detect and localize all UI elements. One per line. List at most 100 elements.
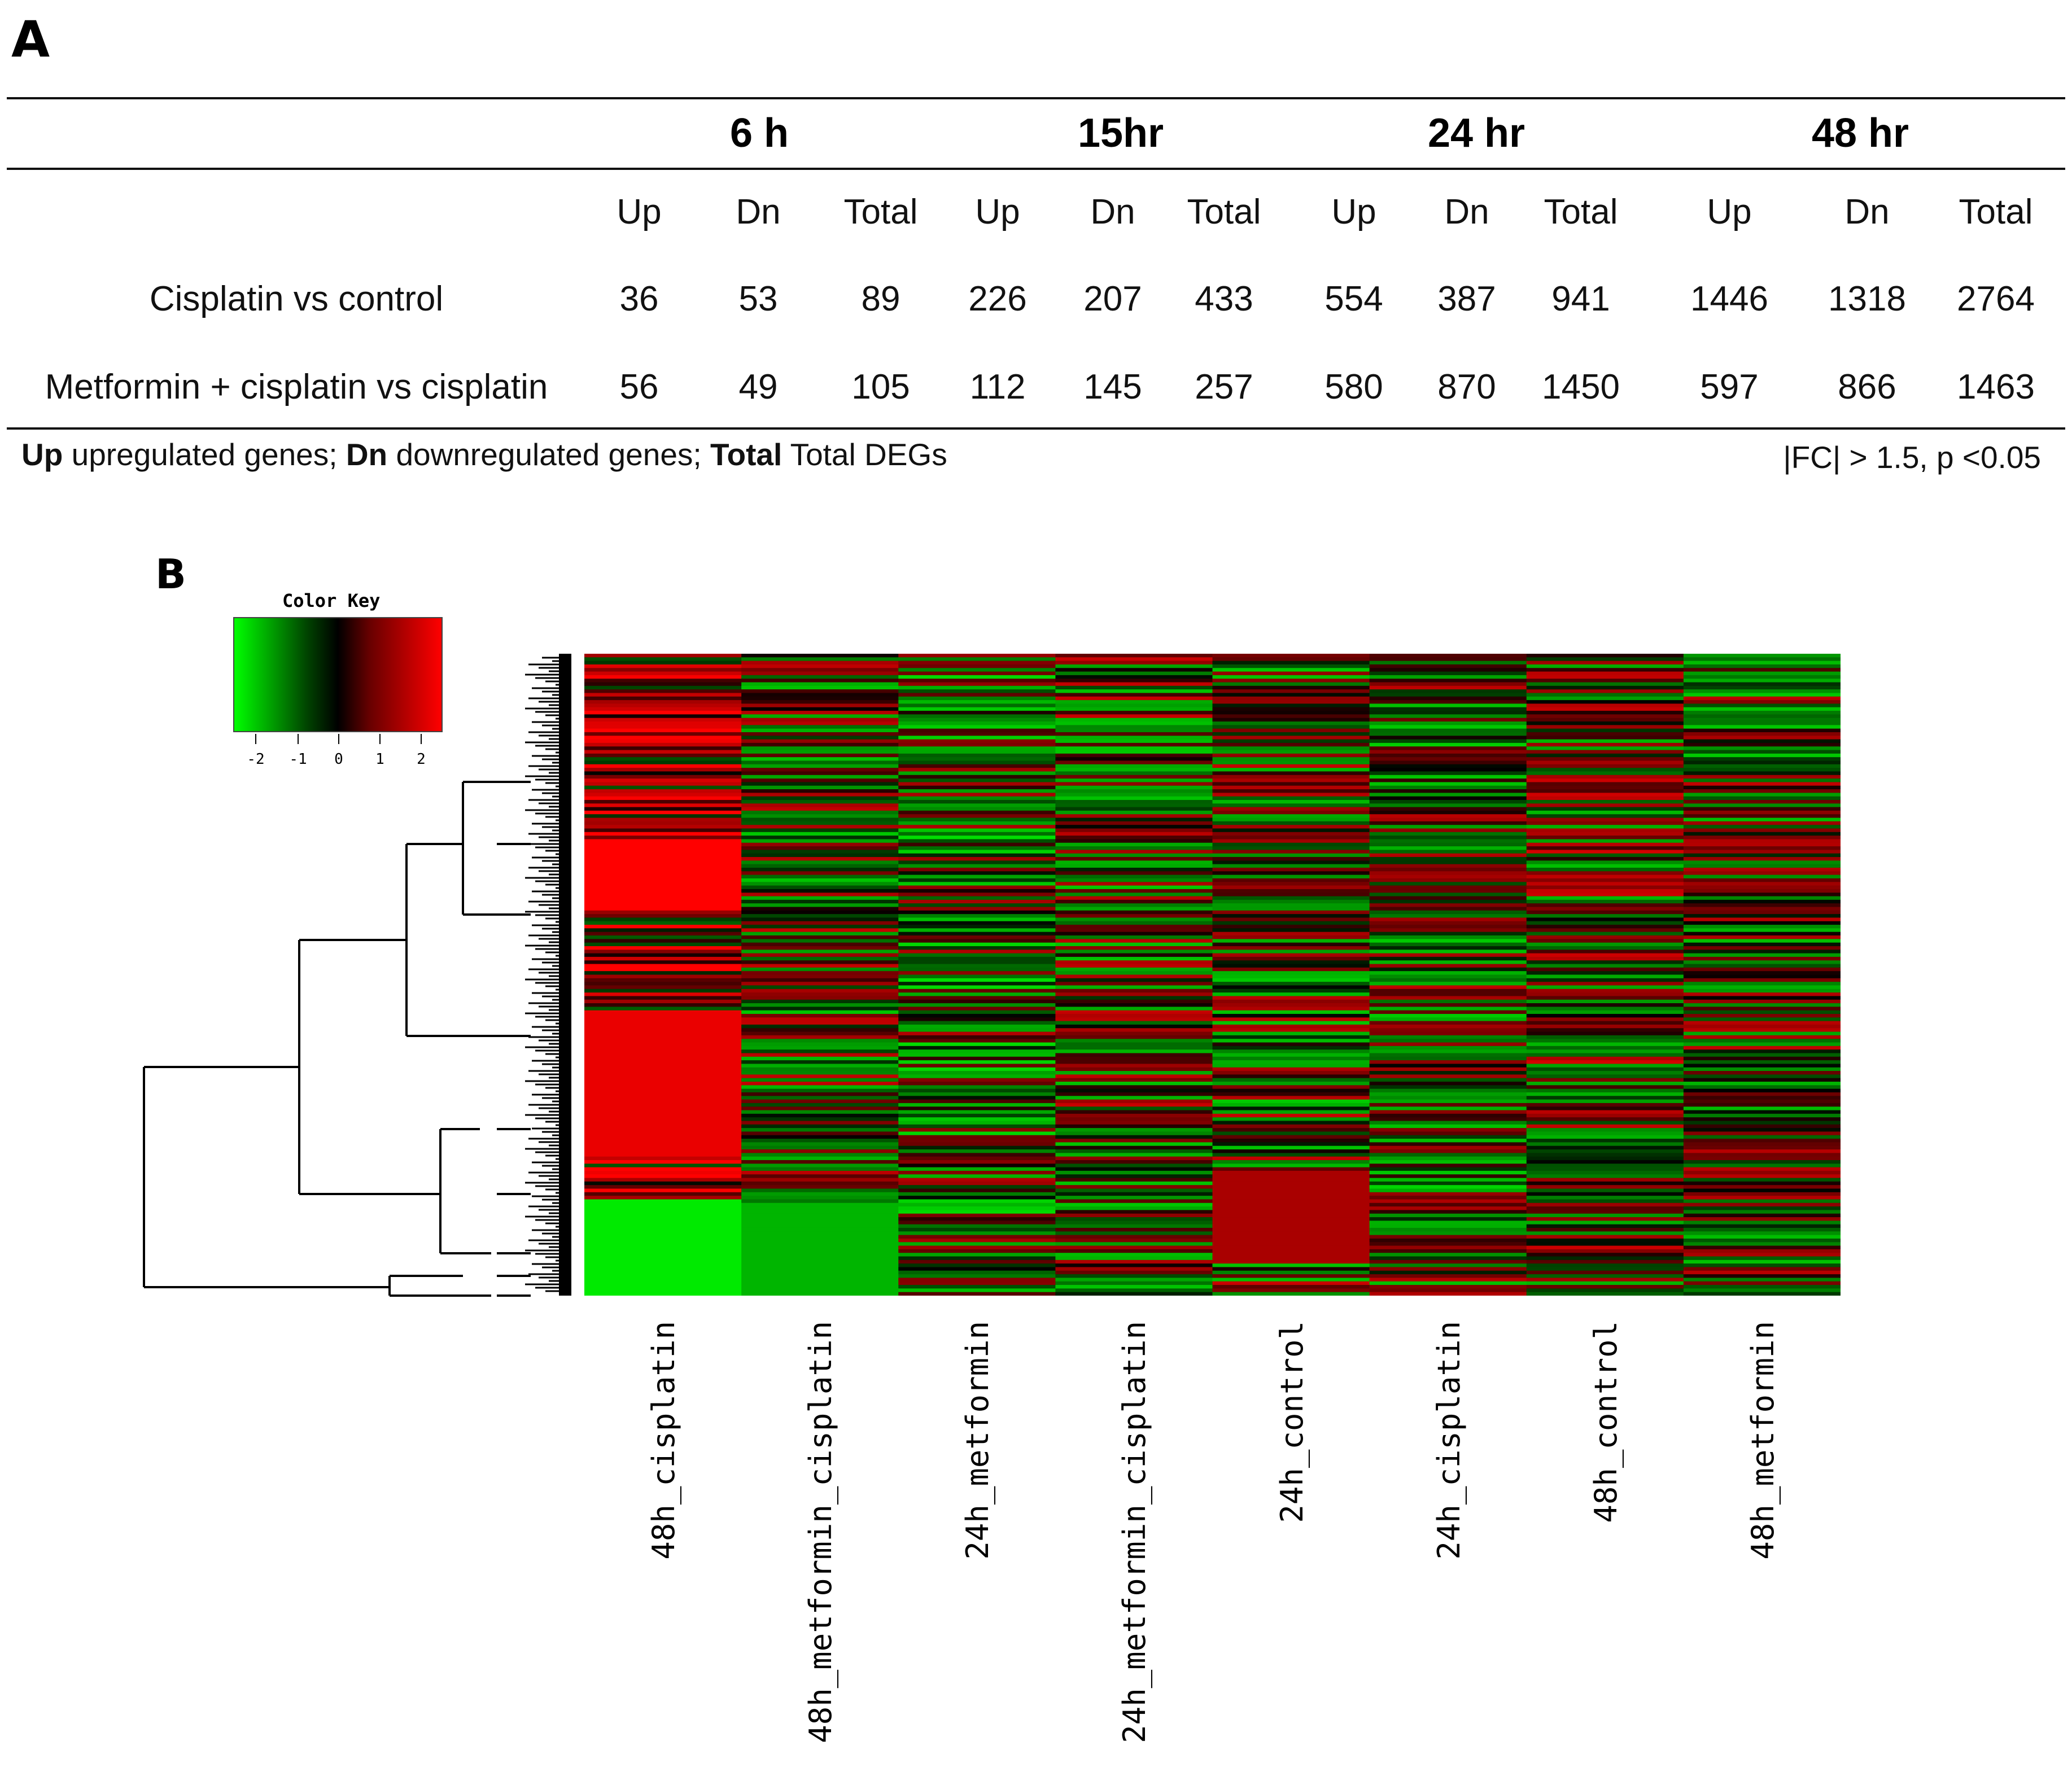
heatmap-cell bbox=[1055, 1135, 1213, 1139]
heatmap-cell bbox=[1526, 1017, 1684, 1022]
heatmap-cell bbox=[1212, 810, 1370, 815]
heatmap-cell bbox=[1212, 989, 1370, 993]
heatmap-cell bbox=[1369, 1281, 1527, 1285]
heatmap-cell bbox=[1683, 1113, 1841, 1118]
heatmap-cell bbox=[1683, 671, 1841, 676]
heatmap-cell bbox=[1683, 1092, 1841, 1096]
heatmap-cell bbox=[584, 992, 742, 996]
heatmap-cell bbox=[584, 1053, 742, 1057]
heatmap-cell bbox=[1526, 1060, 1684, 1064]
heatmap-cell bbox=[1369, 1088, 1527, 1093]
heatmap-cell bbox=[584, 956, 742, 961]
heatmap-cell bbox=[584, 1056, 742, 1061]
heatmap-cell bbox=[1369, 1117, 1527, 1121]
heatmap-cell bbox=[1212, 925, 1370, 929]
subheader-total: Total bbox=[1959, 193, 2033, 231]
heatmap-cell bbox=[1526, 1046, 1684, 1050]
heatmap-cell bbox=[898, 885, 1056, 890]
heatmap-cell bbox=[1369, 736, 1527, 740]
heatmap-cell bbox=[1683, 921, 1841, 925]
heatmap-cell bbox=[584, 1245, 742, 1250]
heatmap-cell bbox=[1212, 1042, 1370, 1047]
color-key-tick-label: -2 bbox=[247, 751, 265, 768]
heatmap-cell bbox=[898, 1046, 1056, 1050]
heatmap-cell bbox=[1212, 1249, 1370, 1253]
heatmap-cell bbox=[1683, 860, 1841, 865]
heatmap-cell bbox=[1683, 1046, 1841, 1050]
dendrogram-branch bbox=[298, 939, 440, 1195]
heatmap-cell bbox=[584, 996, 742, 1000]
heatmap-cell bbox=[1526, 1078, 1684, 1082]
heatmap-cell bbox=[1055, 1110, 1213, 1114]
heatmap-cell bbox=[1055, 857, 1213, 861]
heatmap-cell bbox=[1212, 953, 1370, 957]
heatmap-cell bbox=[898, 836, 1056, 839]
heatmap-cell bbox=[898, 1267, 1056, 1271]
heatmap-cell bbox=[741, 850, 899, 854]
heatmap-cell bbox=[1055, 925, 1213, 929]
heatmap-cell bbox=[741, 1178, 899, 1182]
heatmap-cell bbox=[1526, 750, 1684, 754]
heatmap-cell bbox=[1369, 1242, 1527, 1247]
table-cell: 580 bbox=[1324, 368, 1383, 406]
heatmap-cell bbox=[741, 860, 899, 865]
heatmap-cell bbox=[741, 999, 899, 1004]
heatmap-cell bbox=[1683, 793, 1841, 797]
heatmap-cell bbox=[1369, 1042, 1527, 1047]
heatmap-cell bbox=[741, 750, 899, 754]
heatmap-cell bbox=[741, 1224, 899, 1228]
heatmap-cell bbox=[1055, 828, 1213, 833]
heatmap-cell bbox=[741, 1164, 899, 1168]
heatmap-cell bbox=[1055, 989, 1213, 993]
heatmap-cell bbox=[1212, 946, 1370, 950]
heatmap-cell bbox=[898, 889, 1056, 893]
heatmap-cell bbox=[741, 814, 899, 819]
heatmap-cell bbox=[898, 946, 1056, 950]
heatmap-cell bbox=[1683, 807, 1841, 811]
heatmap-cell bbox=[584, 671, 742, 676]
heatmap-cell bbox=[1055, 1099, 1213, 1104]
heatmap-cell bbox=[1055, 1113, 1213, 1118]
heatmap-cell bbox=[1526, 828, 1684, 833]
heatmap-cell bbox=[1683, 896, 1841, 900]
heatmap-cell bbox=[1369, 1096, 1527, 1100]
heatmap-cell bbox=[741, 1242, 899, 1247]
heatmap-cell bbox=[1369, 779, 1527, 782]
heatmap-cell bbox=[741, 1238, 899, 1243]
heatmap-cell bbox=[584, 960, 742, 965]
table-cell: 1450 bbox=[1542, 368, 1620, 406]
heatmap-cell bbox=[1369, 1170, 1527, 1175]
heatmap-cell bbox=[1683, 746, 1841, 751]
heatmap-cell bbox=[584, 1253, 742, 1257]
heatmap-cell bbox=[584, 874, 742, 879]
heatmap-cell bbox=[1526, 950, 1684, 954]
heatmap-cell bbox=[1526, 817, 1684, 822]
heatmap-cell bbox=[1212, 1156, 1370, 1161]
heatmap-cell bbox=[898, 1292, 1056, 1296]
heatmap-cell bbox=[741, 654, 899, 658]
heatmap-cell bbox=[1055, 696, 1213, 701]
heatmap-cell bbox=[1055, 1167, 1213, 1171]
heatmap-cell bbox=[584, 1145, 742, 1150]
heatmap-cell bbox=[1369, 807, 1527, 811]
row-label: Metformin + cisplatin vs cisplatin bbox=[45, 368, 548, 406]
heatmap-cell bbox=[1526, 764, 1684, 768]
heatmap-cell bbox=[1526, 925, 1684, 929]
table-cell: 56 bbox=[619, 368, 659, 406]
heatmap-cell bbox=[898, 1153, 1056, 1157]
heatmap-cell bbox=[741, 1056, 899, 1061]
heatmap-cell bbox=[584, 661, 742, 665]
heatmap-cell bbox=[741, 1139, 899, 1143]
heatmap-cell bbox=[741, 960, 899, 965]
heatmap-cell bbox=[1526, 850, 1684, 854]
heatmap-cell bbox=[584, 779, 742, 782]
heatmap-cell bbox=[1212, 889, 1370, 893]
heatmap-cell bbox=[584, 1267, 742, 1271]
heatmap-cell bbox=[1055, 799, 1213, 804]
heatmap-cell bbox=[584, 910, 742, 915]
heatmap-cell bbox=[1212, 1046, 1370, 1050]
heatmap-cell bbox=[1212, 1013, 1370, 1018]
heatmap-cell bbox=[1055, 803, 1213, 808]
heatmap-cell bbox=[1683, 1145, 1841, 1150]
heatmap-cell bbox=[584, 999, 742, 1004]
